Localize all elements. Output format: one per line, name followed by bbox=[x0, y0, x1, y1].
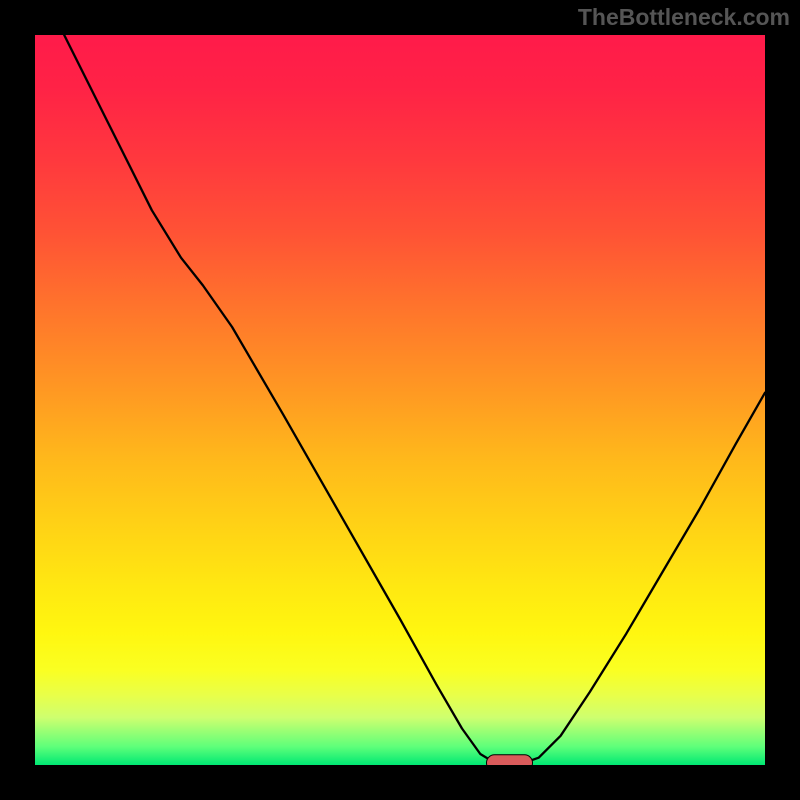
gradient-background bbox=[35, 35, 765, 765]
attribution-text: TheBottleneck.com bbox=[578, 4, 790, 31]
plot-area bbox=[35, 35, 765, 765]
plot-svg bbox=[35, 35, 765, 765]
chart-container: TheBottleneck.com bbox=[0, 0, 800, 800]
optimal-marker bbox=[487, 755, 533, 765]
